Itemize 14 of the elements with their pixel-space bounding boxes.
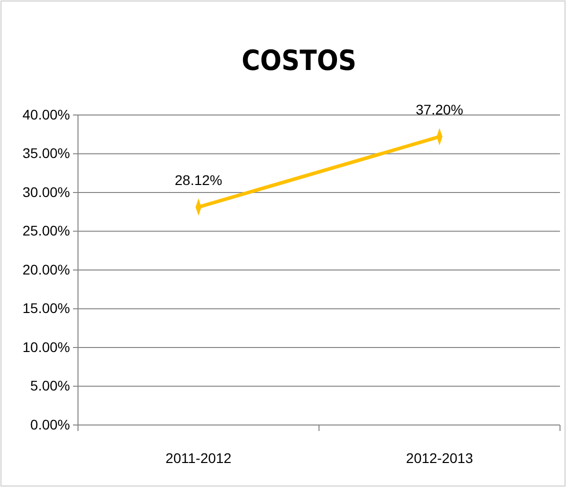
y-tick-label: 30.00%	[22, 184, 70, 200]
y-tick-label: 35.00%	[22, 145, 70, 162]
x-tick-label: 2012-2013	[406, 450, 474, 466]
chart-title: COSTOS	[242, 44, 356, 77]
x-tick-label: 2011-2012	[166, 450, 232, 466]
y-tick-label: 20.00%	[22, 261, 70, 278]
y-tick-label: 15.00%	[22, 300, 70, 316]
data-label: 28.12%	[174, 172, 222, 188]
y-tick-label: 40.00%	[22, 106, 70, 122]
y-tick-label: 10.00%	[22, 338, 70, 355]
y-tick-label: 25.00%	[22, 222, 70, 239]
data-label: 37.20%	[416, 102, 464, 118]
y-tick-label: 0.00%	[30, 416, 70, 432]
y-tick-label: 5.00%	[30, 378, 70, 394]
